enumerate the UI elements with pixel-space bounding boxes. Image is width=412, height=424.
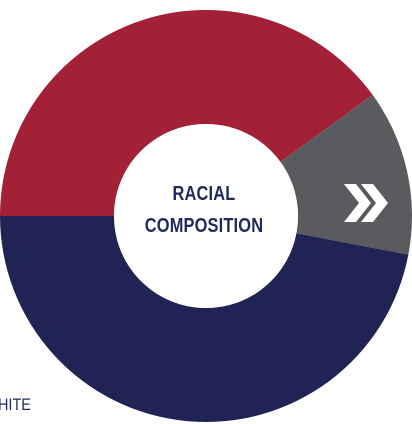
donut-slice-2 bbox=[280, 94, 412, 255]
chart-center-label: RACIAL COMPOSITION bbox=[132, 178, 276, 242]
next-slide-button[interactable] bbox=[340, 178, 390, 228]
donut-slice-1 bbox=[0, 10, 373, 216]
donut-slice-3 bbox=[0, 216, 409, 423]
donut-center-hole bbox=[114, 124, 298, 308]
center-label-line-2: COMPOSITION bbox=[144, 215, 264, 237]
legend-label-partial: HITE bbox=[0, 395, 31, 414]
double-chevron-right-icon bbox=[344, 184, 388, 222]
center-label-line-1: RACIAL bbox=[172, 183, 236, 205]
